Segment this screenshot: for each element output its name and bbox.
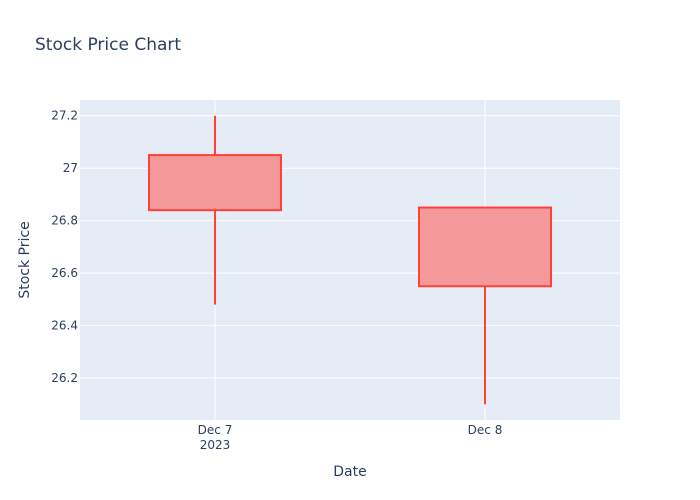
- x-tick-label: Dec 8: [468, 423, 503, 437]
- candles: [148, 115, 552, 405]
- y-tick-label: 26.4: [51, 319, 78, 333]
- y-tick-label: 26.8: [51, 214, 78, 228]
- candle: [148, 115, 282, 305]
- candle-body: [148, 154, 282, 212]
- x-axis-title: Date: [333, 464, 366, 480]
- y-tick-label: 27.2: [51, 109, 78, 123]
- y-tick-label: 26.6: [51, 266, 78, 280]
- x-tick-sublabel: 2023: [200, 438, 231, 452]
- x-tick-label: Dec 7: [198, 423, 233, 437]
- chart-title: Stock Price Chart: [35, 35, 181, 55]
- candle: [418, 206, 552, 405]
- candle-body: [418, 206, 552, 288]
- y-axis-title: Stock Price: [17, 221, 33, 298]
- y-tick-label: 27: [63, 161, 78, 175]
- y-tick-label: 26.2: [51, 371, 78, 385]
